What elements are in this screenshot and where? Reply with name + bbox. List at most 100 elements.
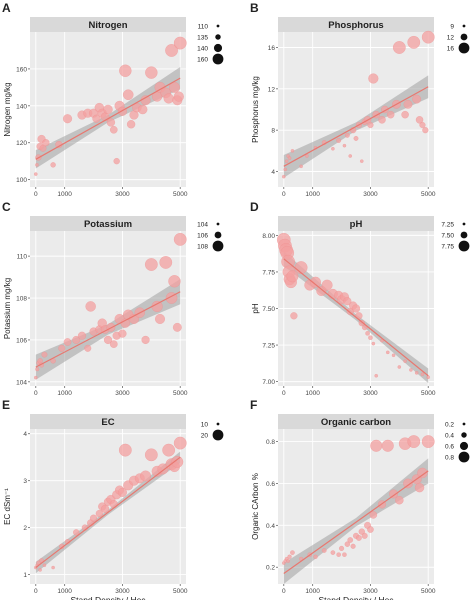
data-point xyxy=(367,121,374,129)
data-point xyxy=(368,73,379,84)
x-tick-label: 3000 xyxy=(363,390,378,397)
y-axis-label: Nitrogen mg/kg xyxy=(3,82,12,136)
data-point xyxy=(368,335,373,341)
data-point xyxy=(144,448,158,462)
y-tick-label: 3 xyxy=(23,478,27,485)
data-point xyxy=(419,121,426,129)
data-point xyxy=(386,110,395,119)
data-point xyxy=(171,455,184,468)
data-point xyxy=(365,331,370,336)
panel-title: pH xyxy=(350,219,363,230)
data-point xyxy=(359,159,364,164)
title-strip xyxy=(30,414,186,429)
y-tick-label: 4 xyxy=(271,169,275,176)
panel-title: Potassium xyxy=(84,219,132,230)
y-tick-label: 7.25 xyxy=(262,343,275,350)
legend-label: 7.25 xyxy=(441,222,454,229)
data-point xyxy=(173,36,187,50)
data-point xyxy=(347,537,354,543)
legend-label: 7.50 xyxy=(441,233,454,240)
y-tick-label: 4 xyxy=(23,431,27,438)
data-point xyxy=(385,350,390,355)
x-tick-label: 1000 xyxy=(305,390,320,397)
legend-label: 140 xyxy=(197,46,208,53)
legend-key xyxy=(462,422,466,426)
title-strip xyxy=(30,17,186,32)
x-tick-label: 3000 xyxy=(115,390,130,397)
y-axis-label: pH xyxy=(251,303,260,313)
data-point xyxy=(321,548,327,553)
x-tick-label: 0 xyxy=(282,191,286,198)
data-point xyxy=(42,563,47,568)
legend-label: 106 xyxy=(197,233,208,240)
x-axis-label: Stand Density / Hec xyxy=(70,595,146,600)
legend-key xyxy=(216,24,220,28)
legend-label: 9 xyxy=(450,24,454,31)
y-tick-label: 8.00 xyxy=(262,233,275,240)
title-strip xyxy=(278,17,434,32)
data-point xyxy=(145,66,158,79)
data-point xyxy=(348,154,353,158)
legend-label: 12 xyxy=(447,35,455,42)
data-point xyxy=(62,114,73,124)
x-tick-label: 5000 xyxy=(421,588,436,595)
data-point xyxy=(144,258,158,271)
legend-key xyxy=(212,240,224,252)
data-point xyxy=(371,341,376,346)
data-point xyxy=(407,35,421,49)
legend-key xyxy=(458,42,470,54)
data-point xyxy=(389,489,399,499)
legend-key xyxy=(461,432,467,438)
data-point xyxy=(378,116,386,124)
data-point xyxy=(290,312,298,320)
data-point xyxy=(95,509,104,518)
x-tick-label: 3000 xyxy=(363,191,378,198)
data-point xyxy=(401,110,409,119)
data-point xyxy=(414,370,419,375)
y-tick-label: 7.75 xyxy=(262,269,275,276)
data-point xyxy=(168,275,181,288)
data-point xyxy=(84,344,92,352)
data-point xyxy=(118,329,127,338)
x-axis-label: Stand Density / Hec xyxy=(318,595,394,600)
legend-label: 0.8 xyxy=(445,455,454,462)
data-point xyxy=(89,514,98,522)
data-point xyxy=(331,146,335,151)
x-tick-label: 5000 xyxy=(421,191,436,198)
data-point xyxy=(35,367,40,372)
x-tick-label: 3000 xyxy=(363,588,378,595)
legend-label: 135 xyxy=(197,35,208,42)
y-axis-label: EC dSm⁻¹ xyxy=(3,488,12,525)
data-point xyxy=(361,532,368,539)
data-point xyxy=(403,478,413,489)
x-tick-label: 0 xyxy=(34,588,38,595)
legend-label: 108 xyxy=(197,244,208,251)
data-point xyxy=(338,545,345,552)
data-point xyxy=(109,125,118,134)
legend-key xyxy=(216,222,220,226)
legend-key xyxy=(212,429,224,441)
data-point xyxy=(126,120,136,129)
data-point xyxy=(415,116,424,124)
data-point xyxy=(351,304,361,313)
data-point xyxy=(421,435,435,449)
data-point xyxy=(287,554,292,560)
legend-key xyxy=(460,231,468,239)
panel-b: B Phosphorus 4 8 12 16 0 1000 3000 5000 Phosphorus… xyxy=(250,1,470,198)
fit-line xyxy=(283,86,429,167)
data-point xyxy=(122,89,134,101)
panel-title: Nitrogen xyxy=(88,20,127,31)
data-point xyxy=(392,41,406,54)
data-point xyxy=(358,319,366,327)
data-point xyxy=(342,143,347,148)
legend-key xyxy=(460,33,468,41)
data-point xyxy=(140,95,151,106)
size-legend: 9 12 16 xyxy=(447,24,470,54)
data-point xyxy=(103,104,113,115)
panel-letter: F xyxy=(250,398,257,412)
fit-line xyxy=(283,258,429,377)
data-point xyxy=(63,338,72,346)
data-point xyxy=(100,504,110,513)
legend-key xyxy=(216,422,220,426)
size-legend: 7.25 7.50 7.75 xyxy=(441,222,470,252)
